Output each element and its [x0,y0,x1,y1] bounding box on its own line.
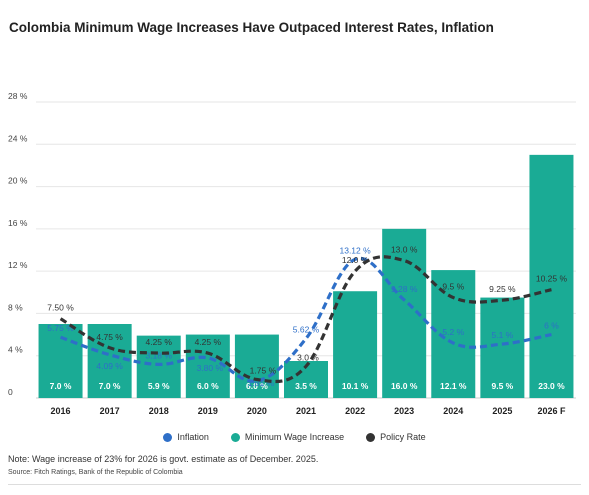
bar [38,324,83,398]
bottom-divider [8,484,581,485]
policy-rate-value-label: 13.0 % [391,245,418,255]
legend-item-inflation[interactable]: Inflation [163,432,209,442]
inflation-value-label: 5.1 % [491,330,513,340]
y-tick-label: 0 [8,387,13,397]
x-tick-label: 2026 F [537,406,566,416]
y-tick-label: 24 % [8,133,28,143]
x-tick-label: 2022 [345,406,365,416]
inflation-value-label: 5.75 % [47,323,74,333]
x-tick-label: 2024 [443,406,463,416]
legend-label-policy: Policy Rate [380,432,426,442]
bar-value-label: 16.0 % [391,381,418,391]
bar-value-label: 23.0 % [538,381,565,391]
bar [87,324,132,398]
bar [136,335,181,398]
policy-rate-line [59,255,552,384]
inflation-value-label: 4.09 % [96,361,123,371]
policy-rate-value-label: 7.50 % [47,303,74,313]
bar-value-label: 6.0 % [197,381,219,391]
chart-title: Colombia Minimum Wage Increases Have Out… [9,20,494,35]
x-tick-label: 2016 [51,406,71,416]
bar [431,270,476,398]
bar-value-label: 6.0 % [246,381,268,391]
bar-value-label: 12.1 % [440,381,467,391]
inflation-value-label: 6 % [544,321,559,331]
policy-rate-value-label: 9.25 % [489,284,516,294]
y-tick-label: 16 % [8,218,28,228]
inflation-line [60,256,552,383]
policy-rate-value-label: 10.25 % [536,274,568,284]
y-tick-label: 4 % [8,345,23,355]
x-tick-label: 2018 [149,406,169,416]
source-note: Source: Fitch Ratings, Bank of the Repub… [8,469,183,476]
legend-label-inflation: Inflation [177,432,209,442]
bar-value-label: 9.5 % [491,381,513,391]
x-tick-label: 2023 [394,406,414,416]
x-tick-label: 2021 [296,406,316,416]
y-tick-label: 20 % [8,176,28,186]
legend-swatch-wage [230,432,240,442]
legend-swatch-inflation [163,432,173,442]
footnote: Note: Wage increase of 23% for 2026 is g… [8,454,319,464]
legend-item-policy[interactable]: Policy Rate [366,432,426,442]
legend-swatch-policy [366,432,376,442]
bar-value-label: 5.9 % [148,381,170,391]
bar-value-label: 7.0 % [50,381,72,391]
y-tick-label: 12 % [8,260,28,270]
legend: Inflation Minimum Wage Increase Policy R… [0,432,589,442]
inflation-value-label: 3.18 % [145,350,172,360]
x-tick-label: 2020 [247,406,267,416]
inflation-value-label: 5.62 % [293,325,320,335]
y-tick-label: 8 % [8,302,23,312]
policy-rate-value-label: 4.75 % [96,332,123,342]
bar [333,291,378,398]
legend-label-wage: Minimum Wage Increase [244,432,345,442]
policy-rate-value-label: 4.25 % [145,337,172,347]
inflation-value-label: 5.2 % [442,327,464,337]
policy-rate-value-label: 4.25 % [195,337,222,347]
bar [234,334,279,398]
bar [529,154,574,398]
policy-rate-value-label: 12.0 % [342,255,369,265]
bar-value-label: 3.5 % [295,381,317,391]
inflation-value-label: 1.61 % [248,378,275,388]
x-tick-label: 2025 [492,406,512,416]
policy-rate-value-label: 9.5 % [442,282,464,292]
inflation-value-label: 9.28 % [391,284,418,294]
bar [480,297,525,398]
inflation-value-label: 3.80 % [197,363,224,373]
bar-value-label: 7.0 % [99,381,121,391]
policy-rate-value-label: 3.0 % [297,352,319,362]
y-tick-label: 28 % [8,91,28,101]
x-tick-label: 2019 [198,406,218,416]
inflation-value-label: 13.12 % [339,245,371,255]
policy-rate-value-label: 1.75 % [250,366,277,376]
bar-value-label: 10.1 % [342,381,369,391]
legend-item-wage[interactable]: Minimum Wage Increase [230,432,345,442]
x-tick-label: 2017 [100,406,120,416]
